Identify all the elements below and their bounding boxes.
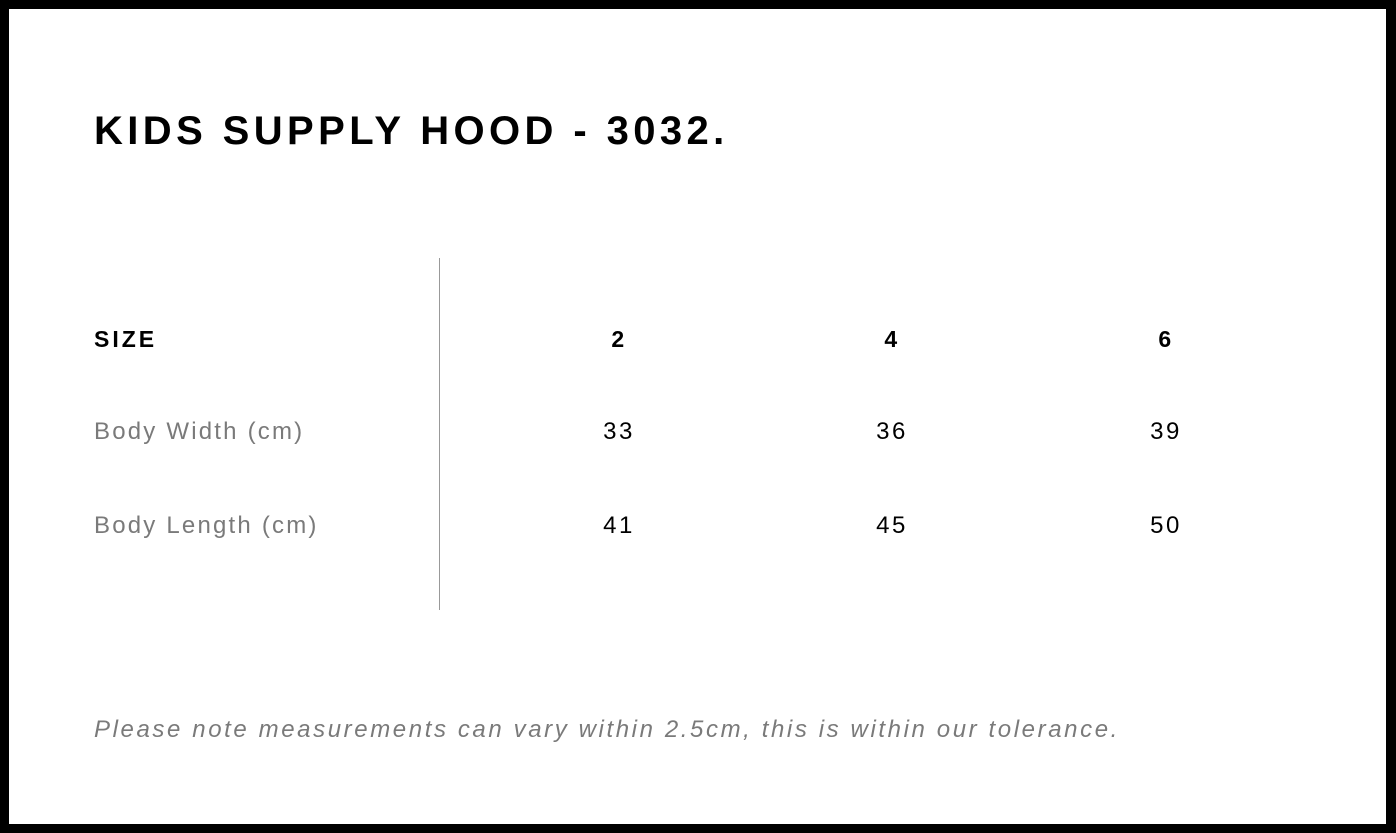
table-cell: 50 [1150,512,1182,539]
table-header-row: SIZE 2 4 6 [94,326,1294,356]
tolerance-note: Please note measurements can vary within… [94,716,1120,743]
table-cell: 39 [1150,418,1182,445]
table-cell: 33 [603,418,635,445]
size-header-label: SIZE [94,326,158,352]
row-label: Body Width (cm) [94,418,305,445]
table-cell: 45 [876,512,908,539]
page-title: KIDS SUPPLY HOOD - 3032. [94,109,729,153]
row-label: Body Length (cm) [94,512,319,539]
table-cell: 41 [603,512,635,539]
size-header-cell: 4 [884,326,900,352]
size-header-cell: 6 [1158,326,1174,352]
table-cell: 36 [876,418,908,445]
size-chart-card: KIDS SUPPLY HOOD - 3032. SIZE 2 4 6 Body… [9,9,1386,824]
table-row: Body Width (cm) 33 36 39 [94,418,1294,448]
size-header-cell: 2 [611,326,627,352]
table-row: Body Length (cm) 41 45 50 [94,512,1294,542]
column-divider [439,258,440,610]
